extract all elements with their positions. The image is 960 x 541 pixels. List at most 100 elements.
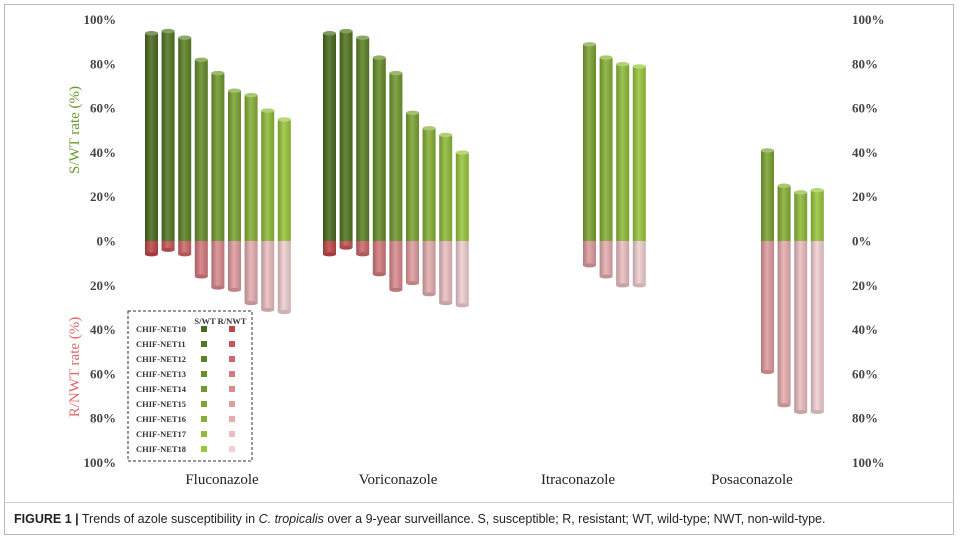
bar-s-wt-cap [161,28,175,34]
bar-s-wt [389,73,403,241]
bar-s-wt [761,150,774,241]
y-tick-left: 100% [84,455,117,470]
bar-r-nwt [422,241,436,295]
caption-text-1: Trends of azole susceptibility in [81,512,256,526]
bar-r-nwt-cap [194,274,208,279]
legend-swatch-r-nwt [229,431,235,437]
bar-r-nwt [323,241,336,255]
bar-r-nwt [810,241,824,412]
caption-divider [5,502,953,503]
category-label: Posaconazole [711,472,793,488]
legend-swatch-s-wt [201,401,207,407]
legend-swatch-r-nwt [229,356,235,362]
legend-label: CHIF-NET15 [136,399,186,409]
bar-s-wt-cap [406,110,419,116]
bar-r-nwt [794,241,808,412]
azole-susceptibility-chart: 100% 80% 60% 40% 20% 0% 20% 40% 60% 80% 100% 100% 8… [67,12,885,488]
category-label: Voriconazole [359,472,438,488]
legend-swatch-s-wt [201,446,207,452]
bar-r-nwt-cap [777,403,791,408]
bar-r-nwt-cap [439,301,453,306]
legend-header-r-nwt: R/NWT [218,316,247,326]
bar-s-wt-cap [777,183,791,188]
caption-figure-label: FIGURE 1 | [14,512,79,526]
bar-r-nwt-cap [228,287,241,292]
y-tick-left: 60% [90,366,116,381]
bar-r-nwt [599,241,613,277]
bar-s-wt [616,64,630,241]
bar-r-nwt [339,241,353,248]
bar-r-nwt-cap [616,283,630,288]
caption-text-2: over a 9-year surveillance. S, susceptib… [327,512,826,526]
y-tick-right: 20% [852,189,878,204]
legend-swatch-s-wt [201,431,207,437]
legend-swatch-s-wt [201,356,207,362]
bar-s-wt [228,90,241,241]
legend-label: CHIF-NET16 [136,414,186,424]
bar-s-wt-cap [422,126,436,131]
legend-swatch-r-nwt [229,371,235,377]
legend: S/WT R/NWT CHIF-NET10 CHIF-NET11 CHIF-NET12 C… [127,310,253,462]
y-tick-left: 100% [84,12,117,27]
bar-s-wt-cap [455,150,469,155]
bar-r-nwt-cap [244,301,258,306]
bar-s-wt-cap [356,35,370,40]
y-tick-left: 20% [90,278,116,293]
bar-s-wt [372,57,386,241]
bar-r-nwt [455,241,469,306]
legend-swatch-s-wt [201,341,207,347]
bar-r-nwt [161,241,175,250]
legend-swatch-r-nwt [229,446,235,452]
figure-caption: FIGURE 1 | Trends of azole susceptibilit… [14,512,825,526]
bar-r-nwt [261,241,275,310]
caption-species: C. tropicalis [258,512,324,526]
bar-r-nwt [178,241,192,255]
bar-r-nwt [583,241,596,266]
y-tick-right: 80% [852,411,878,426]
y-tick-right: 100% [852,12,885,27]
legend-swatch-r-nwt [229,416,235,422]
bar-r-nwt [228,241,241,290]
bar-s-wt-cap [439,132,453,138]
bar-s-wt [211,73,225,241]
bar-r-nwt [211,241,225,288]
bar-s-wt [632,66,646,241]
bar-s-wt [194,59,208,241]
bar-r-nwt-cap [761,369,774,374]
bar-s-wt-cap [211,70,225,76]
bar-s-wt [794,192,808,241]
bar-s-wt [810,190,824,241]
bar-r-nwt [439,241,453,304]
bar-s-wt [145,33,158,242]
legend-label: CHIF-NET18 [136,444,186,454]
bar-r-nwt-cap [339,245,353,250]
bar-r-nwt-cap [356,252,370,257]
y-tick-left: 60% [90,101,116,116]
bar-r-nwt [194,241,208,277]
bar-r-nwt-cap [810,409,824,414]
y-tick-right: 60% [852,366,878,381]
bar-s-wt-cap [178,35,192,40]
y-tick-left: 80% [90,411,116,426]
legend-swatch-r-nwt [229,386,235,392]
drug-labels: Fluconazole Voriconazole Itraconazole Posac… [185,472,793,488]
bar-s-wt-cap [810,187,824,193]
y-axis-label-upper: S/WT rate (%) [67,86,83,174]
bar-s-wt-cap [145,31,158,36]
bar-s-wt-cap [339,28,353,34]
legend-label: CHIF-NET17 [136,429,187,439]
legend-label: CHIF-NET14 [136,384,187,394]
bar-s-wt-cap [616,61,630,67]
legend-swatch-r-nwt [229,326,235,332]
bar-s-wt [261,110,275,241]
bar-s-wt [599,57,613,241]
bar-r-nwt-cap [406,281,419,286]
bar-r-nwt-cap [145,252,158,257]
bar-s-wt [455,152,469,241]
bar-s-wt [277,119,291,241]
bar-s-wt [339,31,353,241]
left-axis-ticks: 100% 80% 60% 40% 20% 0% 20% 40% 60% 80% 100% [84,12,117,470]
bar-r-nwt-cap [261,307,275,312]
bar-r-nwt-cap [455,303,469,308]
bar-r-nwt-cap [323,252,336,257]
